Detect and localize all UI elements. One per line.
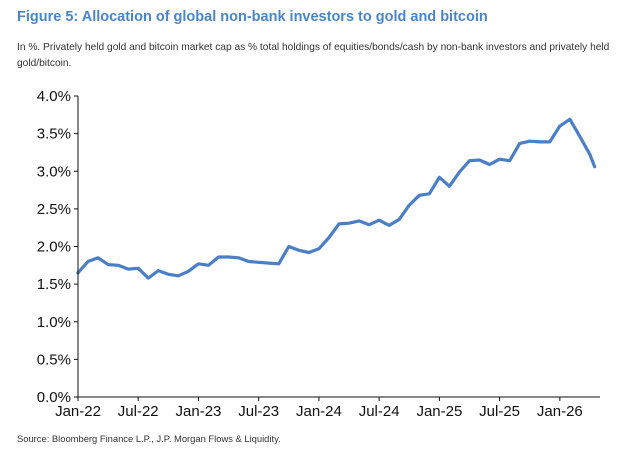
x-tick-label: Jul-25 (479, 403, 520, 420)
figure-subtitle: In %. Privately held gold and bitcoin ma… (17, 42, 610, 69)
y-tick-label: 2.0% (37, 239, 71, 256)
x-tick-label: Jan-24 (296, 403, 342, 420)
y-tick-label: 3.5% (37, 126, 71, 143)
y-tick-label: 4.0% (37, 88, 71, 105)
x-tick-label: Jan-26 (537, 403, 583, 420)
y-tick-label: 0.5% (37, 351, 71, 368)
figure-title: Figure 5: Allocation of global non-bank … (17, 9, 488, 25)
x-tick-label: Jan-25 (416, 403, 462, 420)
y-tick-label: 2.5% (37, 201, 71, 218)
series-line (76, 117, 597, 280)
y-tick-label: 3.0% (37, 163, 71, 180)
y-axis-ticks: 0.0% 0.5% 1.0% 1.5% 2.0% 2.5% 3.0% 3.5% 4.0% (37, 88, 78, 406)
y-tick-label: 1.0% (37, 314, 71, 331)
source-note: Source: Bloomberg Finance L.P., J.P. Mor… (17, 433, 281, 444)
y-tick-label: 1.5% (37, 276, 71, 293)
x-tick-label: Jan-23 (176, 403, 222, 420)
x-axis-ticks: Jan-22 Jul-22 Jan-23 Jul-23 Jan-24 Jul-24 Jan-… (55, 397, 583, 420)
x-tick-label: Jul-22 (118, 403, 159, 420)
x-tick-label: Jul-24 (359, 403, 400, 420)
x-tick-label: Jul-23 (238, 403, 279, 420)
x-tick-label: Jan-22 (55, 403, 101, 420)
y-tick-label: 0.0% (37, 389, 71, 406)
